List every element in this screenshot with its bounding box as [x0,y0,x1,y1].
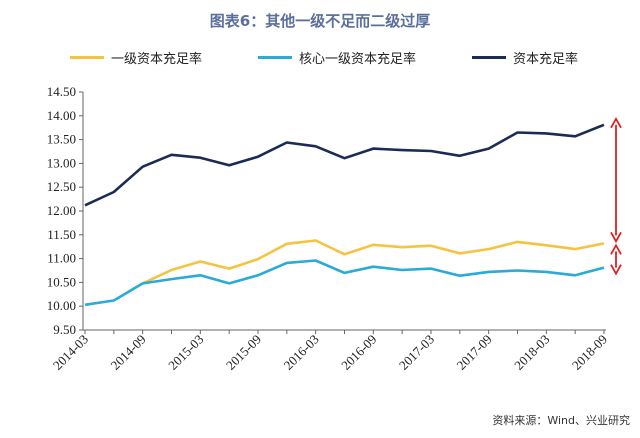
x-tick-label: 2018-09 [569,332,610,373]
x-tick-label: 2017-03 [396,332,437,373]
legend-label-tier1: 一级资本充足率 [111,51,203,67]
y-tick-label: 12.50 [47,179,76,194]
y-tick-label: 13.50 [47,132,76,147]
legend-item-tier1: 一级资本充足率 [70,46,202,68]
chart-title: 图表6：其他一级不足而二级过厚 [209,12,431,30]
legend-swatch-tier1 [70,55,104,59]
line-tier1 [142,239,605,285]
x-tick-label: 2014-03 [50,332,91,373]
x-tick-label: 2015-03 [165,332,206,373]
x-tick-label: 2016-09 [338,332,379,373]
legend-label-core-tier1: 核心一级资本充足率 [299,51,417,67]
y-tick-label: 11.00 [47,251,76,266]
arrow-other-tier1-gap-head-top [610,243,622,255]
x-tick-label: 2016-03 [281,332,322,373]
y-tick-label: 14.00 [47,108,76,123]
x-tick-label: 2014-09 [108,332,149,373]
y-tick-label: 11.50 [47,227,76,242]
y-tick-label: 13.00 [47,155,76,170]
source-note: 资料来源：Wind、兴业研究 [492,414,630,427]
legend-item-core-tier1: 核心一级资本充足率 [258,46,416,68]
arrow-tier2-gap-head-bottom [610,231,622,244]
y-tick-label: 12.00 [47,203,76,218]
y-tick-label: 10.00 [47,298,76,313]
legend-label-total-capital: 资本充足率 [513,51,579,67]
x-tick-label: 2018-03 [511,332,552,373]
legend-swatch-total-capital [472,55,506,59]
arrow-tier2-gap-head-top [610,116,622,129]
legend-swatch-core-tier1 [258,55,292,59]
line-total-capital [84,123,605,207]
legend: 一级资本充足率 核心一级资本充足率 资本充足率 [0,46,640,68]
x-tick-label: 2015-09 [223,332,264,373]
y-tick-label: 10.50 [47,274,76,289]
legend-item-total-capital: 资本充足率 [472,46,578,68]
arrow-other-tier1-gap-head-bottom [610,264,622,276]
line-core-tier1 [84,259,605,307]
x-tick-label: 2017-09 [454,332,495,373]
y-tick-label: 14.50 [47,84,76,99]
y-tick-label: 9.50 [53,322,76,337]
